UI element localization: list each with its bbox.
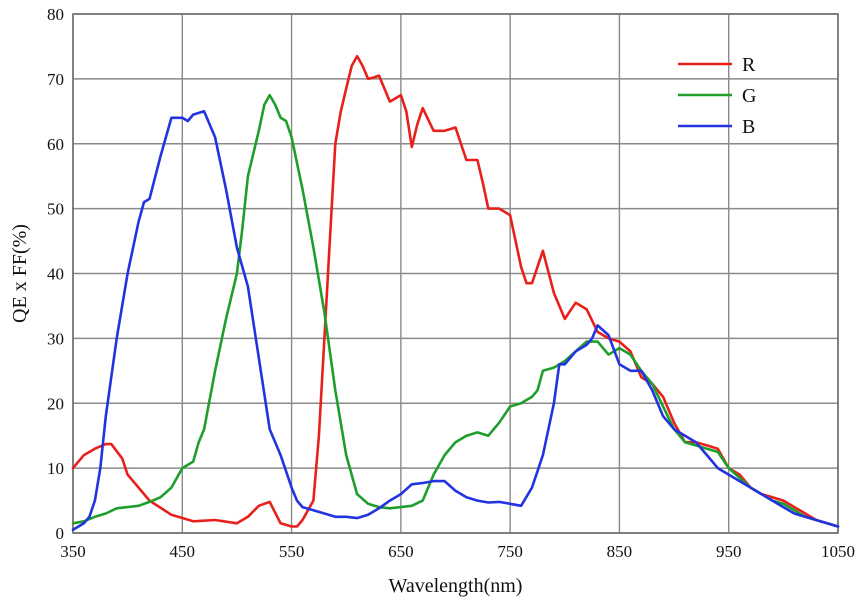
legend-label-g: G — [742, 85, 756, 107]
x-tick-label-650: 650 — [388, 542, 414, 561]
x-tick-label-450: 450 — [170, 542, 196, 561]
y-tick-label-20: 20 — [47, 394, 64, 413]
x-tick-label-1050: 1050 — [821, 542, 855, 561]
x-axis-ticks: 350 450 550 650 750 850 950 1050 — [60, 542, 855, 561]
y-tick-label-50: 50 — [47, 200, 64, 219]
legend-label-b: B — [742, 116, 755, 138]
y-tick-label-40: 40 — [47, 265, 64, 284]
series-lines — [71, 54, 840, 532]
y-tick-label-80: 80 — [47, 5, 64, 24]
x-tick-label-750: 750 — [497, 542, 523, 561]
x-tick-label-850: 850 — [607, 542, 633, 561]
series-line-g — [71, 93, 840, 528]
grid — [72, 13, 839, 534]
y-tick-label-60: 60 — [47, 135, 64, 154]
x-tick-label-550: 550 — [279, 542, 305, 561]
y-tick-label-70: 70 — [47, 70, 64, 89]
x-axis-label: Wavelength(nm) — [389, 575, 523, 597]
legend-label-r: R — [742, 54, 756, 76]
x-tick-label-350: 350 — [60, 542, 86, 561]
y-tick-label-10: 10 — [47, 459, 64, 478]
legend: RGB — [678, 54, 756, 138]
y-tick-label-0: 0 — [56, 524, 65, 543]
x-tick-label-950: 950 — [716, 542, 742, 561]
series-line-b — [71, 110, 840, 532]
y-axis-ticks: 0 10 20 30 40 50 60 70 80 — [47, 5, 64, 543]
y-axis-label: QE x FF(%) — [9, 224, 31, 323]
y-tick-label-30: 30 — [47, 329, 64, 348]
plot-frame — [72, 13, 839, 534]
